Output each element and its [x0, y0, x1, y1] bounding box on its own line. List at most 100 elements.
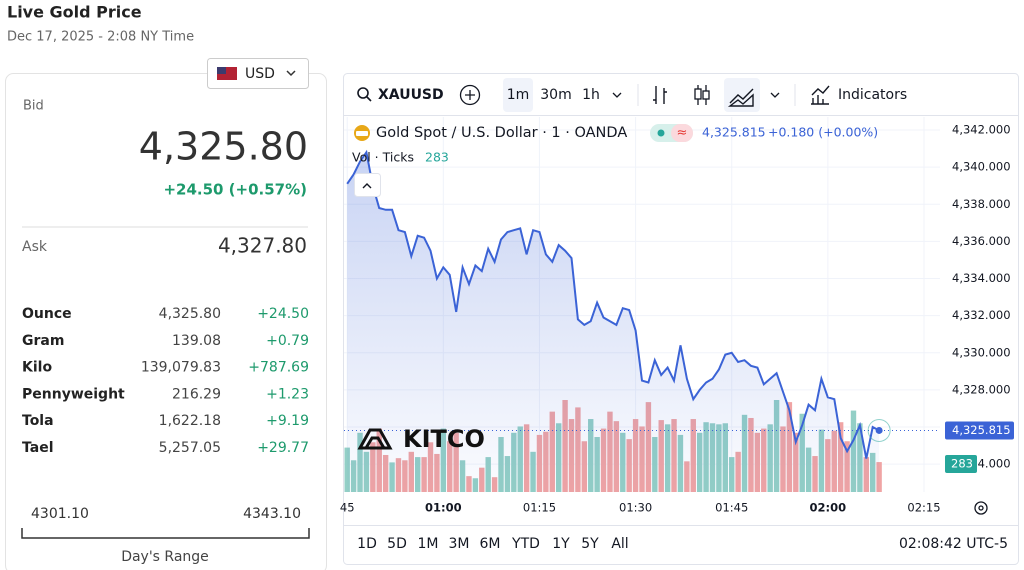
candle-body: [702, 90, 710, 100]
price-area: [347, 152, 880, 492]
period-button[interactable]: All: [611, 536, 628, 552]
unit-change: +9.19: [266, 413, 309, 429]
status-pill-red: [671, 124, 693, 142]
y-tick-label: 4,340.000: [952, 160, 1011, 174]
x-tick-label: 01:45: [715, 501, 748, 515]
interval[interactable]: 1h: [582, 87, 600, 103]
status-dot: [657, 129, 665, 137]
settings-icon-center: [978, 505, 984, 511]
y-tick-label: 4,338.000: [952, 197, 1011, 211]
range-high: 4343.10: [243, 506, 301, 522]
bar-icon[interactable]: [653, 86, 667, 104]
y-tick-label: 4,332.000: [952, 308, 1011, 322]
price-card: [5, 73, 327, 570]
status-icon: ≈: [677, 126, 688, 141]
watermark: KITCO: [357, 425, 485, 453]
search-icon-handle: [366, 96, 372, 102]
add-symbol[interactable]: [459, 84, 481, 106]
period-button[interactable]: 1M: [418, 536, 439, 552]
dropdown-box[interactable]: [207, 58, 309, 89]
unit-name: Tola: [22, 413, 54, 429]
period-button[interactable]: 5Y: [581, 536, 599, 552]
chevron[interactable]: [770, 92, 780, 98]
unit-price: 4,325.80: [159, 306, 221, 322]
unit-price: 1,622.18: [159, 413, 221, 429]
period-button[interactable]: 6M: [480, 536, 501, 552]
bid-label: Bid: [23, 99, 44, 114]
plot-clip: [344, 117, 940, 492]
unit-change: +29.77: [257, 440, 309, 456]
unit-table: Ounce 4,325.80 +24.50 Gram 139.08 +0.79 Kilo 13…: [22, 306, 309, 456]
period-bar: 1D 5D 1M 3M 6M YTD 1Y 5Y All: [357, 536, 629, 552]
price-badge: [945, 421, 1014, 440]
x-tick-label: 01:30: [619, 501, 652, 515]
interval-active: [503, 78, 533, 112]
x-tick-label: 02:15: [907, 501, 940, 515]
watermark-icon: [357, 428, 393, 450]
volume-badge: [945, 455, 977, 473]
page-date: Dec 17, 2025 - 2:08 NY Time: [7, 30, 194, 45]
unit-name: Pennyweight: [22, 386, 125, 402]
plus: [465, 90, 475, 100]
legend-last: 4,325.815: [702, 125, 766, 140]
plot-area: 4,324.0004,326.0004,328.0004,330.0004,33…: [340, 117, 1014, 515]
y-tick-label: 4,328.000: [952, 382, 1011, 396]
last-point: [875, 426, 883, 434]
indicators[interactable]: Indicators: [838, 87, 907, 103]
unit-price: 139,079.83: [141, 360, 221, 376]
chart-overlay: Gold Spot / U.S. Dollar · 1 · OANDA ≈ 4,…: [352, 124, 988, 515]
period-button[interactable]: 1D: [357, 536, 377, 552]
chevron[interactable]: [612, 92, 622, 98]
symbol-logo-bar: [356, 131, 368, 136]
y-tick-label: 4,342.000: [952, 122, 1011, 136]
toolbar: XAUUSD 1m 30m 1h Indicators: [357, 78, 907, 112]
x-tick-label: 01:00: [425, 501, 462, 515]
period-button[interactable]: 1Y: [552, 536, 570, 552]
unit-name: Tael: [22, 440, 54, 456]
chevron: [286, 70, 296, 77]
collapse-icon: [362, 183, 372, 189]
range-label: Day's Range: [121, 549, 209, 565]
volume-last: 283: [425, 150, 449, 165]
interval[interactable]: 30m: [540, 87, 571, 103]
area-icon[interactable]: [727, 88, 754, 107]
period-button[interactable]: 5D: [387, 536, 407, 552]
search-icon[interactable]: [357, 87, 369, 99]
range-low: 4301.10: [31, 506, 89, 522]
period-button[interactable]: 3M: [449, 536, 470, 552]
symbol[interactable]: XAUUSD: [378, 87, 444, 103]
legend-change: +0.180 (+0.00%): [768, 125, 878, 140]
unit-change: +0.79: [266, 333, 309, 349]
period-button[interactable]: YTD: [511, 536, 540, 552]
volume-badge-label: 283: [951, 457, 973, 471]
unit-change: +787.69: [248, 360, 309, 376]
y-tick-label: 4,330.000: [952, 345, 1011, 359]
currency-dropdown[interactable]: USD: [207, 58, 309, 89]
interval[interactable]: 1m: [507, 87, 530, 103]
y-tick-label: 4,336.000: [952, 234, 1011, 248]
clock: 02:08:42 UTC-5: [899, 536, 1008, 552]
unit-name: Ounce: [22, 306, 72, 322]
last-point-halo: [867, 418, 891, 442]
series-title: Gold Spot / U.S. Dollar · 1 · OANDA: [376, 125, 627, 141]
unit-name: Kilo: [22, 360, 52, 376]
currency-label[interactable]: USD: [245, 66, 275, 82]
candle-body: [694, 88, 702, 100]
unit-name: Gram: [22, 333, 64, 349]
unit-price: 5,257.05: [159, 440, 221, 456]
price-badge-label: 4,325.815: [952, 423, 1011, 437]
settings-icon[interactable]: [974, 501, 988, 515]
watermark-text: KITCO: [403, 425, 485, 453]
ask-label: Ask: [22, 239, 48, 255]
x-tick-label: 45: [340, 501, 355, 515]
bid-change: +24.50 (+0.57%): [163, 181, 307, 199]
flag-canton: [217, 67, 226, 74]
indicators-icon[interactable]: [811, 85, 830, 105]
y-tick-label: 4,334.000: [952, 271, 1011, 285]
unit-price: 139.08: [172, 333, 221, 349]
volume-title: Vol · Ticks: [352, 150, 414, 165]
chart-type-active: [724, 78, 760, 112]
x-tick-label: 02:00: [810, 501, 847, 515]
unit-change: +1.23: [266, 386, 309, 402]
